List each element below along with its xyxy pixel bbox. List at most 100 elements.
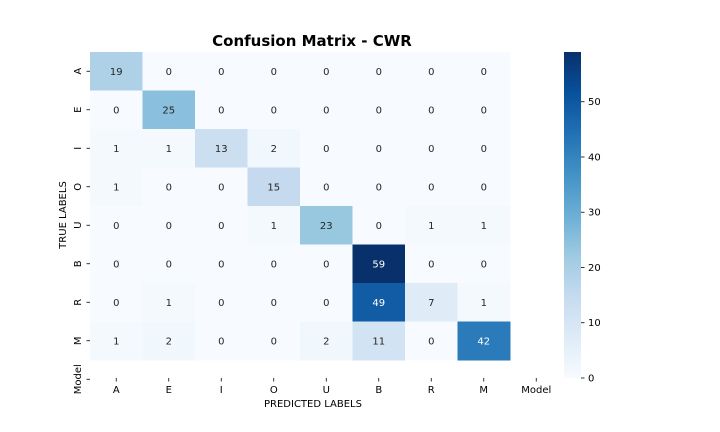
- y-tick-label: U: [73, 222, 84, 229]
- cell-value-label: 0: [166, 259, 172, 270]
- colorbar-tick-label: 20: [588, 263, 601, 274]
- cell-value-label: 0: [481, 67, 487, 78]
- cell-value-label: 0: [218, 182, 224, 193]
- cell-value-label: 2: [323, 336, 329, 347]
- y-tick-label: R: [73, 299, 84, 306]
- heatmap-cell: [142, 283, 196, 322]
- heatmap-cell: [142, 90, 196, 130]
- heatmap-cell: [142, 129, 196, 168]
- cell-value-label: 7: [428, 298, 434, 309]
- heatmap-cell: [247, 244, 301, 284]
- y-tick-label: E: [73, 107, 84, 113]
- cell-value-label: 0: [376, 221, 382, 232]
- heatmap-cell: [300, 52, 353, 91]
- x-tick-label: A: [113, 385, 120, 396]
- cell-value-label: 0: [323, 144, 329, 155]
- cell-value-label: 0: [166, 67, 172, 78]
- heatmap-cell: [247, 90, 301, 130]
- heatmap-cell: [457, 321, 511, 361]
- heatmap-cell: [90, 129, 143, 168]
- x-tick-label: M: [479, 385, 488, 396]
- heatmap-cell: [352, 206, 406, 245]
- cell-value-label: 0: [376, 182, 382, 193]
- heatmap-cell: [247, 52, 301, 91]
- heatmap-cell: [195, 167, 248, 207]
- heatmap-cell: [300, 167, 353, 207]
- cell-value-label: 42: [477, 336, 490, 347]
- heatmap-cell: [300, 90, 353, 130]
- cell-value-label: 0: [428, 336, 434, 347]
- cell-value-label: 0: [481, 144, 487, 155]
- cell-value-label: 2: [271, 144, 277, 155]
- cell-value-label: 23: [320, 221, 333, 232]
- heatmap-cell: [195, 321, 248, 361]
- cell-value-label: 1: [428, 221, 434, 232]
- y-tick-label: M: [73, 336, 84, 345]
- cell-value-label: 0: [271, 259, 277, 270]
- heatmap-cell: [457, 283, 511, 322]
- heatmap-cell: [142, 52, 196, 91]
- colorbar-tick-label: 10: [588, 318, 601, 329]
- cell-value-label: 0: [271, 336, 277, 347]
- cell-value-label: 59: [372, 259, 385, 270]
- x-tick-label: O: [270, 385, 278, 396]
- heatmap-cell: [300, 321, 353, 361]
- cell-value-label: 1: [113, 182, 119, 193]
- heatmap-cell: [352, 90, 406, 130]
- heatmap-cell: [457, 244, 511, 284]
- cell-value-label: 0: [376, 144, 382, 155]
- cell-value-label: 1: [481, 221, 487, 232]
- heatmap-cell: [300, 244, 353, 284]
- x-tick-label: E: [166, 385, 172, 396]
- heatmap-cell: [90, 90, 143, 130]
- heatmap-cells: 19 0 0 0 0 0 0 00 25 0 0 0 0 0 01 1 13 2 0 0 0 01 0 0 15 0 0 0 00 0 0 1…: [90, 52, 511, 361]
- colorbar: [564, 52, 581, 378]
- heatmap-cell: [247, 206, 301, 245]
- heatmap-cell: [352, 129, 406, 168]
- cell-value-label: 0: [428, 105, 434, 116]
- y-axis-label: TRUE LABELS: [58, 181, 69, 250]
- cell-value-label: 0: [323, 182, 329, 193]
- cell-value-label: 19: [110, 67, 123, 78]
- heatmap-cell: [300, 283, 353, 322]
- heatmap-cell: [457, 129, 511, 168]
- heatmap-cell: [300, 206, 353, 245]
- x-axis-label: PREDICTED LABELS: [264, 399, 362, 410]
- colorbar-tick-label: 50: [588, 97, 601, 108]
- y-tick-label: A: [73, 68, 84, 75]
- colorbar-tick-label: 30: [588, 208, 601, 219]
- cell-value-label: 0: [218, 67, 224, 78]
- cell-value-label: 0: [323, 259, 329, 270]
- cell-value-label: 0: [428, 259, 434, 270]
- heatmap-cell: [247, 167, 301, 207]
- cell-value-label: 0: [428, 144, 434, 155]
- cell-value-label: 0: [218, 105, 224, 116]
- cell-value-label: 2: [166, 336, 172, 347]
- heatmap-cell: [90, 52, 143, 91]
- colorbar-tick-label: 0: [588, 374, 594, 385]
- heatmap-cell: [457, 206, 511, 245]
- cell-value-label: 13: [215, 144, 228, 155]
- cell-value-label: 0: [218, 336, 224, 347]
- cell-value-label: 11: [372, 336, 385, 347]
- heatmap-cell: [247, 283, 301, 322]
- cell-value-label: 0: [166, 221, 172, 232]
- cell-value-label: 1: [166, 144, 172, 155]
- heatmap-cell: [405, 206, 458, 245]
- colorbar-ticks: 0 10 20 30 40 50: [581, 97, 601, 385]
- y-tick-label: I: [73, 147, 84, 150]
- heatmap-cell: [405, 129, 458, 168]
- heatmap-cell: [90, 244, 143, 284]
- heatmap-cell: [195, 244, 248, 284]
- x-tick-label: B: [375, 385, 382, 396]
- heatmap-cell: [142, 244, 196, 284]
- cell-value-label: 0: [113, 105, 119, 116]
- heatmap-cell: [90, 321, 143, 361]
- cell-value-label: 0: [376, 105, 382, 116]
- cell-value-label: 1: [481, 298, 487, 309]
- cell-value-label: 0: [218, 259, 224, 270]
- y-tick-label: Model: [73, 364, 84, 394]
- cell-value-label: 1: [166, 298, 172, 309]
- heatmap-cell: [300, 129, 353, 168]
